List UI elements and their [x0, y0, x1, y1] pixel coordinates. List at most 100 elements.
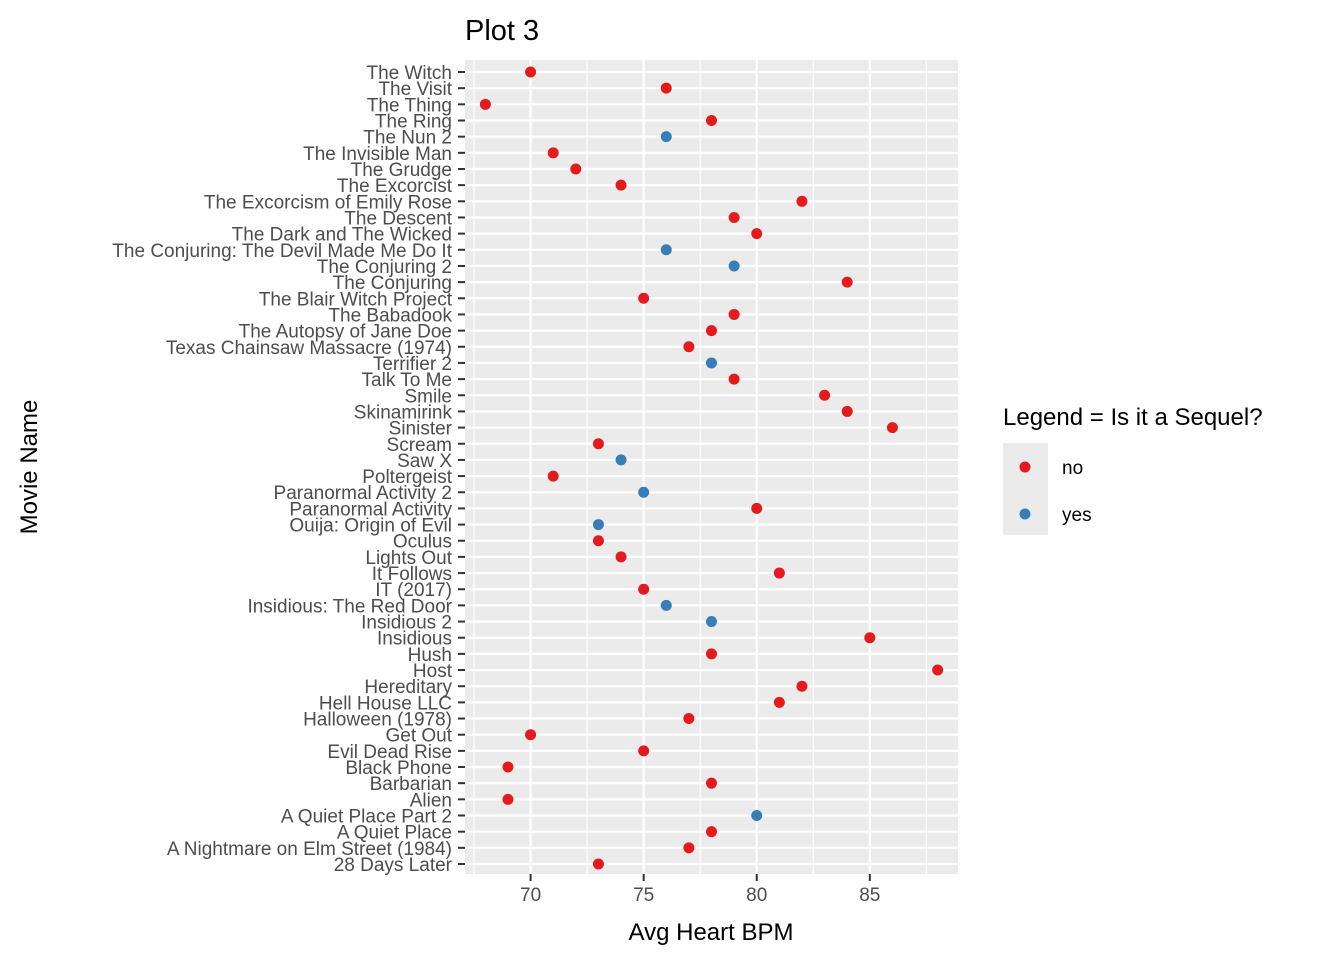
- y-tick-label: Oculus: [393, 532, 452, 553]
- data-point: [706, 357, 717, 369]
- y-tick-label: The Visit: [378, 79, 452, 100]
- y-tick-label: Insidious: The Red Door: [247, 596, 452, 617]
- y-tick-label: Paranormal Activity 2: [274, 483, 452, 504]
- y-tick-label: Hell House LLC: [319, 693, 452, 714]
- data-point: [547, 147, 559, 159]
- data-point: [638, 583, 650, 595]
- legend-entries: no yes: [1003, 443, 1092, 535]
- data-point: [660, 599, 672, 611]
- data-point: [547, 470, 559, 482]
- data-point: [751, 502, 763, 514]
- data-point: [751, 228, 763, 240]
- data-point: [841, 276, 853, 288]
- data-point: [841, 405, 853, 417]
- data-point: [728, 373, 740, 385]
- x-tick-label: 75: [633, 885, 654, 906]
- y-tick-label: The Witch: [366, 63, 452, 84]
- y-tick-label: Poltergeist: [362, 467, 452, 488]
- data-point: [728, 308, 740, 320]
- y-tick-label: Black Phone: [345, 758, 452, 779]
- data-point: [706, 826, 717, 838]
- data-point: [728, 260, 740, 272]
- data-point: [864, 632, 876, 644]
- legend-entry-label: no: [1062, 458, 1083, 479]
- y-tick-label: Smile: [404, 386, 452, 407]
- y-tick-label: Lights Out: [365, 548, 452, 569]
- y-tick-label: Barbarian: [370, 774, 452, 795]
- data-point: [502, 761, 514, 773]
- legend-title: Legend = Is it a Sequel?: [1003, 404, 1263, 431]
- data-point: [479, 98, 491, 110]
- data-point: [638, 745, 650, 757]
- data-point: [502, 793, 514, 805]
- y-tick-label: Host: [413, 661, 453, 682]
- y-tick-label: The Excorcism of Emily Rose: [204, 192, 452, 213]
- y-axis-label: Movie Name: [16, 400, 43, 535]
- data-point: [660, 82, 672, 94]
- data-point: [773, 567, 785, 579]
- x-axis-label: Avg Heart BPM: [629, 919, 794, 946]
- data-point: [886, 422, 898, 434]
- y-tick-label: Skinamirink: [354, 402, 453, 423]
- y-tick-label: Evil Dead Rise: [327, 742, 452, 763]
- y-tick-label: Ouija: Origin of Evil: [289, 516, 452, 537]
- legend-key-point: [1019, 508, 1031, 520]
- data-point: [638, 486, 650, 498]
- y-tick-label: A Quiet Place Part 2: [281, 807, 452, 828]
- data-point: [683, 341, 695, 353]
- y-tick-label: Saw X: [397, 451, 452, 472]
- data-point: [615, 551, 627, 563]
- data-points: [479, 66, 944, 870]
- legend-key-point: [1019, 461, 1031, 473]
- data-point: [570, 163, 582, 175]
- data-point: [660, 244, 672, 256]
- y-tick-label: The Conjuring 2: [317, 257, 452, 278]
- y-tick-label: Sinister: [389, 419, 453, 440]
- y-tick-label: The Nun 2: [363, 128, 452, 149]
- y-tick-label: The Autopsy of Jane Doe: [239, 322, 452, 343]
- y-tick-label: The Excorcist: [337, 176, 453, 197]
- y-tick-label: Alien: [410, 790, 452, 811]
- x-axis: 70 75 80 85: [520, 874, 880, 906]
- data-point: [932, 664, 944, 676]
- legend: Legend = Is it a Sequel? no yes: [1003, 404, 1263, 535]
- y-tick-label: The Grudge: [351, 160, 452, 181]
- chart-title: Plot 3: [465, 15, 539, 47]
- data-point: [706, 114, 717, 126]
- y-tick-label: Terrifier 2: [373, 354, 452, 375]
- x-tick-label: 70: [520, 885, 541, 906]
- plot-panel: [465, 60, 958, 874]
- y-tick-label: The Descent: [344, 208, 452, 229]
- y-tick-label: The Blair Witch Project: [259, 289, 453, 310]
- y-tick-label: The Dark and The Wicked: [232, 225, 452, 246]
- data-point: [706, 777, 717, 789]
- y-tick-label: The Conjuring: The Devil Made Me Do It: [112, 241, 452, 262]
- grid-lines: [465, 60, 958, 874]
- data-point: [819, 389, 831, 401]
- data-point: [638, 292, 650, 304]
- data-point: [592, 535, 604, 547]
- y-tick-label: Hereditary: [364, 677, 452, 698]
- y-tick-label: The Ring: [375, 111, 452, 132]
- data-point: [728, 211, 740, 223]
- data-point: [615, 179, 627, 191]
- y-tick-label: Insidious: [377, 629, 452, 650]
- y-tick-label: Paranormal Activity: [289, 499, 452, 520]
- data-point: [683, 842, 695, 854]
- data-point: [706, 616, 717, 628]
- data-point: [592, 519, 604, 531]
- data-point: [751, 810, 763, 822]
- data-point: [683, 713, 695, 725]
- y-tick-label: Insidious 2: [361, 613, 452, 634]
- y-tick-label: IT (2017): [375, 580, 452, 601]
- x-tick-label: 80: [746, 885, 767, 906]
- data-point: [706, 325, 717, 337]
- data-point: [592, 438, 604, 450]
- y-tick-label: The Babadook: [328, 305, 452, 326]
- y-tick-label: Hush: [408, 645, 452, 666]
- y-tick-label: 28 Days Later: [334, 855, 453, 876]
- y-tick-label: Scream: [387, 435, 452, 456]
- y-tick-label: The Conjuring: [333, 273, 452, 294]
